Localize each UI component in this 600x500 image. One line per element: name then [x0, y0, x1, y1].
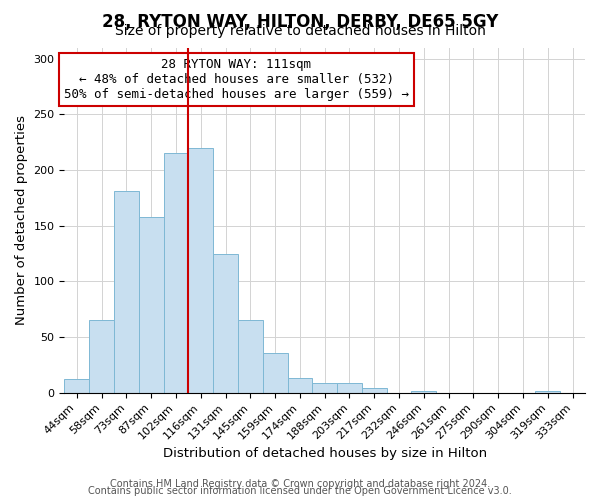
- Bar: [263, 352, 287, 393]
- Bar: [213, 254, 238, 393]
- Bar: [313, 383, 337, 393]
- Bar: [535, 390, 560, 393]
- Text: 28 RYTON WAY: 111sqm
← 48% of detached houses are smaller (532)
50% of semi-deta: 28 RYTON WAY: 111sqm ← 48% of detached h…: [64, 58, 409, 101]
- Bar: [188, 148, 213, 393]
- Bar: [287, 378, 313, 393]
- Text: Contains HM Land Registry data © Crown copyright and database right 2024.: Contains HM Land Registry data © Crown c…: [110, 479, 490, 489]
- Bar: [64, 380, 89, 393]
- Bar: [362, 388, 386, 393]
- Bar: [114, 191, 139, 393]
- Bar: [412, 390, 436, 393]
- Bar: [238, 320, 263, 393]
- Text: Size of property relative to detached houses in Hilton: Size of property relative to detached ho…: [115, 24, 485, 38]
- Y-axis label: Number of detached properties: Number of detached properties: [15, 115, 28, 325]
- X-axis label: Distribution of detached houses by size in Hilton: Distribution of detached houses by size …: [163, 447, 487, 460]
- Bar: [337, 383, 362, 393]
- Bar: [164, 154, 188, 393]
- Bar: [89, 320, 114, 393]
- Text: 28, RYTON WAY, HILTON, DERBY, DE65 5GY: 28, RYTON WAY, HILTON, DERBY, DE65 5GY: [102, 12, 498, 30]
- Text: Contains public sector information licensed under the Open Government Licence v3: Contains public sector information licen…: [88, 486, 512, 496]
- Bar: [139, 217, 164, 393]
